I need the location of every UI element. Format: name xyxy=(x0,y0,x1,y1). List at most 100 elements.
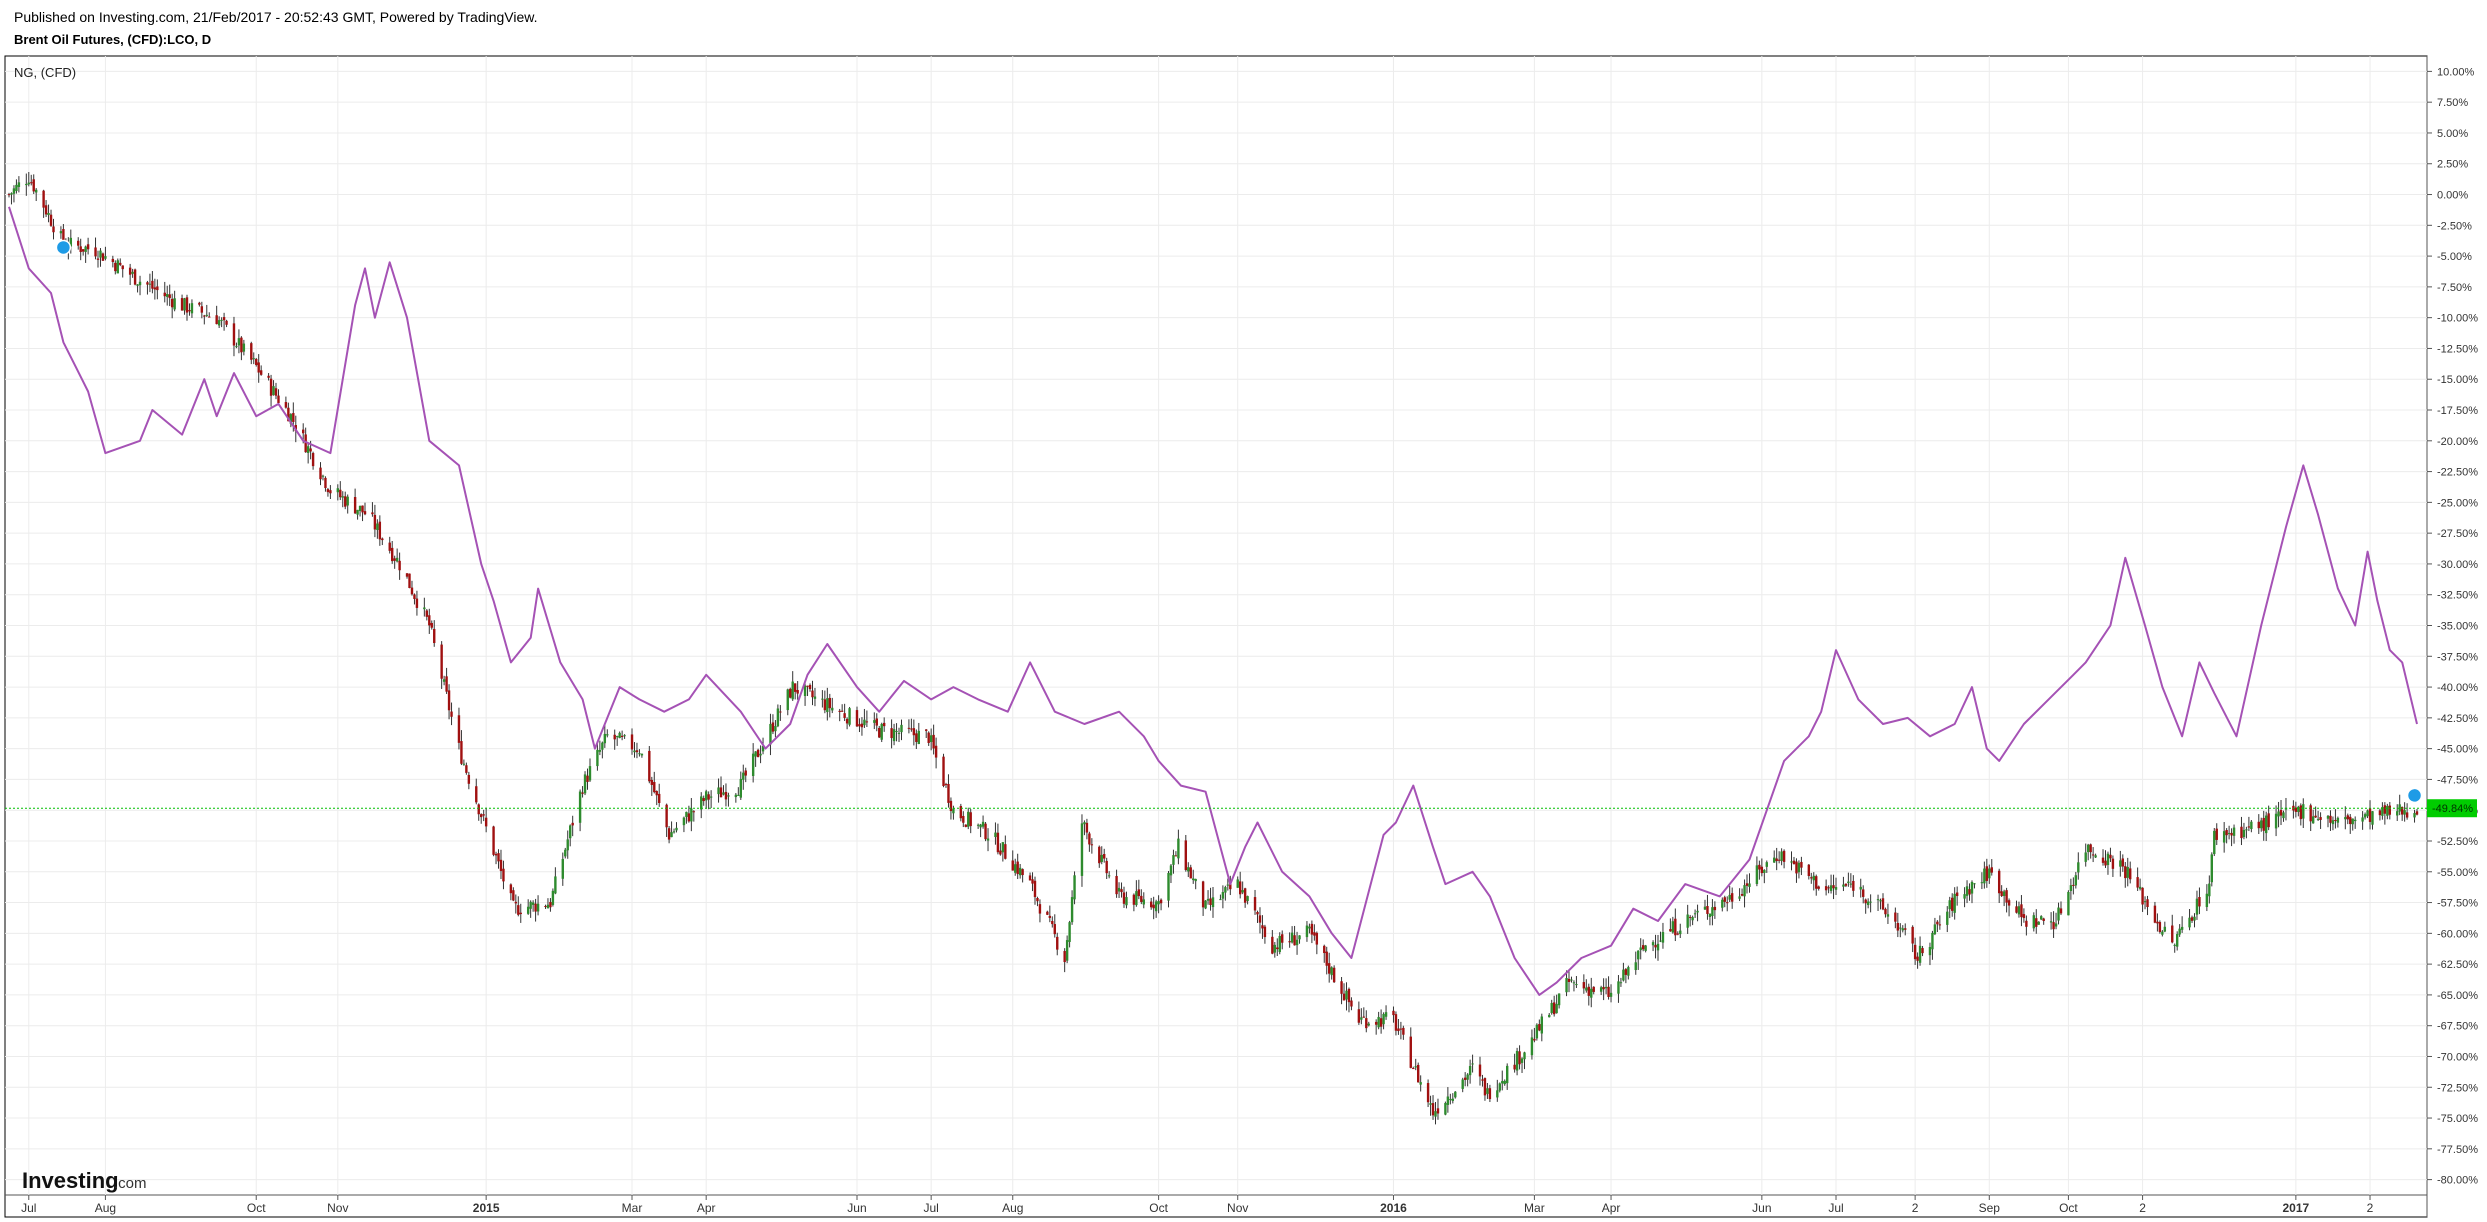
y-tick-label: -32.50% xyxy=(2437,590,2478,602)
event-marker-icon[interactable] xyxy=(2406,787,2423,804)
y-tick-label: -2.50% xyxy=(2437,220,2472,232)
candle-body xyxy=(361,505,364,513)
candle-body xyxy=(460,741,463,764)
candle-body xyxy=(638,753,641,755)
candle-body xyxy=(1748,883,1751,887)
candle-body xyxy=(1777,859,1781,861)
candle-body xyxy=(2294,807,2298,812)
candle-body xyxy=(1295,939,1299,946)
candle-body xyxy=(1575,984,1578,986)
candle-body xyxy=(1140,895,1143,902)
candle-body xyxy=(321,475,325,477)
candle-body xyxy=(1187,867,1190,872)
candle-body xyxy=(1824,886,1828,891)
candle-body xyxy=(2316,818,2320,820)
candle-body xyxy=(1691,917,1694,921)
candle-body xyxy=(250,343,253,360)
candle-body xyxy=(1997,870,2001,894)
y-tick-label: -37.50% xyxy=(2437,651,2478,663)
candle-body xyxy=(1036,898,1039,902)
candle-body xyxy=(1399,1028,1403,1030)
candle-body xyxy=(1550,1003,1553,1014)
candle-body xyxy=(1938,924,1942,926)
candle-body xyxy=(707,794,710,800)
candle-body xyxy=(1518,1051,1521,1065)
candle-body xyxy=(1149,901,1153,908)
candle-body xyxy=(2158,922,2162,933)
candle-body xyxy=(2143,901,2147,903)
candle-body xyxy=(32,179,35,192)
candle-body xyxy=(1367,1023,1370,1026)
candle-body xyxy=(1842,884,1845,887)
candle-body xyxy=(1520,1058,1524,1063)
candle-body xyxy=(1357,1009,1361,1023)
candle-body xyxy=(952,808,955,814)
candle-body xyxy=(381,538,384,541)
candle-body xyxy=(62,229,65,245)
candle-body xyxy=(517,905,520,915)
candle-body xyxy=(423,607,426,610)
candle-body xyxy=(1812,875,1815,881)
x-tick-label: Apr xyxy=(697,1201,716,1215)
candle-body xyxy=(257,362,260,373)
y-tick-label: 0.00% xyxy=(2437,190,2468,202)
candle-body xyxy=(1723,897,1726,902)
candle-body xyxy=(358,505,362,511)
candle-body xyxy=(1990,867,1993,873)
candle-body xyxy=(1122,892,1126,904)
candle-body xyxy=(1557,993,1561,1006)
candle-body xyxy=(1599,987,1603,992)
candle-body xyxy=(986,838,990,841)
candle-body xyxy=(2213,830,2216,855)
candle-body xyxy=(2161,931,2164,935)
candle-body xyxy=(1471,1063,1474,1065)
event-marker-icon[interactable] xyxy=(55,239,72,256)
candle-body xyxy=(967,811,970,827)
candle-body xyxy=(433,628,436,644)
x-tick-label: 2 xyxy=(1912,1201,1919,1215)
candle-body xyxy=(1730,893,1734,902)
candle-body xyxy=(737,794,740,796)
candle-body xyxy=(15,184,18,191)
candle-body xyxy=(1293,935,1296,946)
candle-body xyxy=(531,902,535,905)
y-tick-label: -45.00% xyxy=(2437,744,2478,756)
candle-body xyxy=(81,249,85,252)
candle-body xyxy=(848,708,851,725)
candle-body xyxy=(2136,877,2139,888)
candle-body xyxy=(613,734,616,740)
y-axis-labels: 10.00% 7.50% 5.00% 2.50% 0.00% -2.50% -5.00% -7… xyxy=(2427,66,2478,1187)
candle-body xyxy=(2242,829,2246,838)
candle-body xyxy=(840,710,844,712)
candle-body xyxy=(272,386,275,396)
candle-body xyxy=(1221,892,1225,899)
candle-body xyxy=(1669,929,1672,932)
candle-body xyxy=(2264,815,2268,834)
candle-body xyxy=(1740,894,1744,896)
candle-body xyxy=(408,573,411,588)
candle-body xyxy=(744,770,747,776)
candle-body xyxy=(789,688,792,698)
candle-body xyxy=(1209,898,1212,906)
candle-body xyxy=(2381,807,2384,816)
candle-body xyxy=(1651,942,1655,946)
candle-body xyxy=(771,722,775,732)
candle-body xyxy=(225,320,228,325)
candle-body xyxy=(865,721,869,723)
candle-body xyxy=(2091,854,2095,856)
candle-body xyxy=(259,370,263,375)
y-tick-label: -22.50% xyxy=(2437,467,2478,479)
candle-body xyxy=(2208,883,2211,897)
candle-body xyxy=(1899,927,1902,929)
y-tick-label: -80.00% xyxy=(2437,1175,2478,1187)
candle-body xyxy=(855,710,859,727)
candle-body xyxy=(2222,831,2226,843)
candle-body xyxy=(1849,883,1853,885)
candle-body xyxy=(858,724,861,727)
candle-body xyxy=(1135,891,1138,906)
candle-body xyxy=(2173,944,2176,946)
candle-body xyxy=(1773,857,1776,863)
candle-body xyxy=(566,839,569,851)
candle-body xyxy=(395,557,399,562)
